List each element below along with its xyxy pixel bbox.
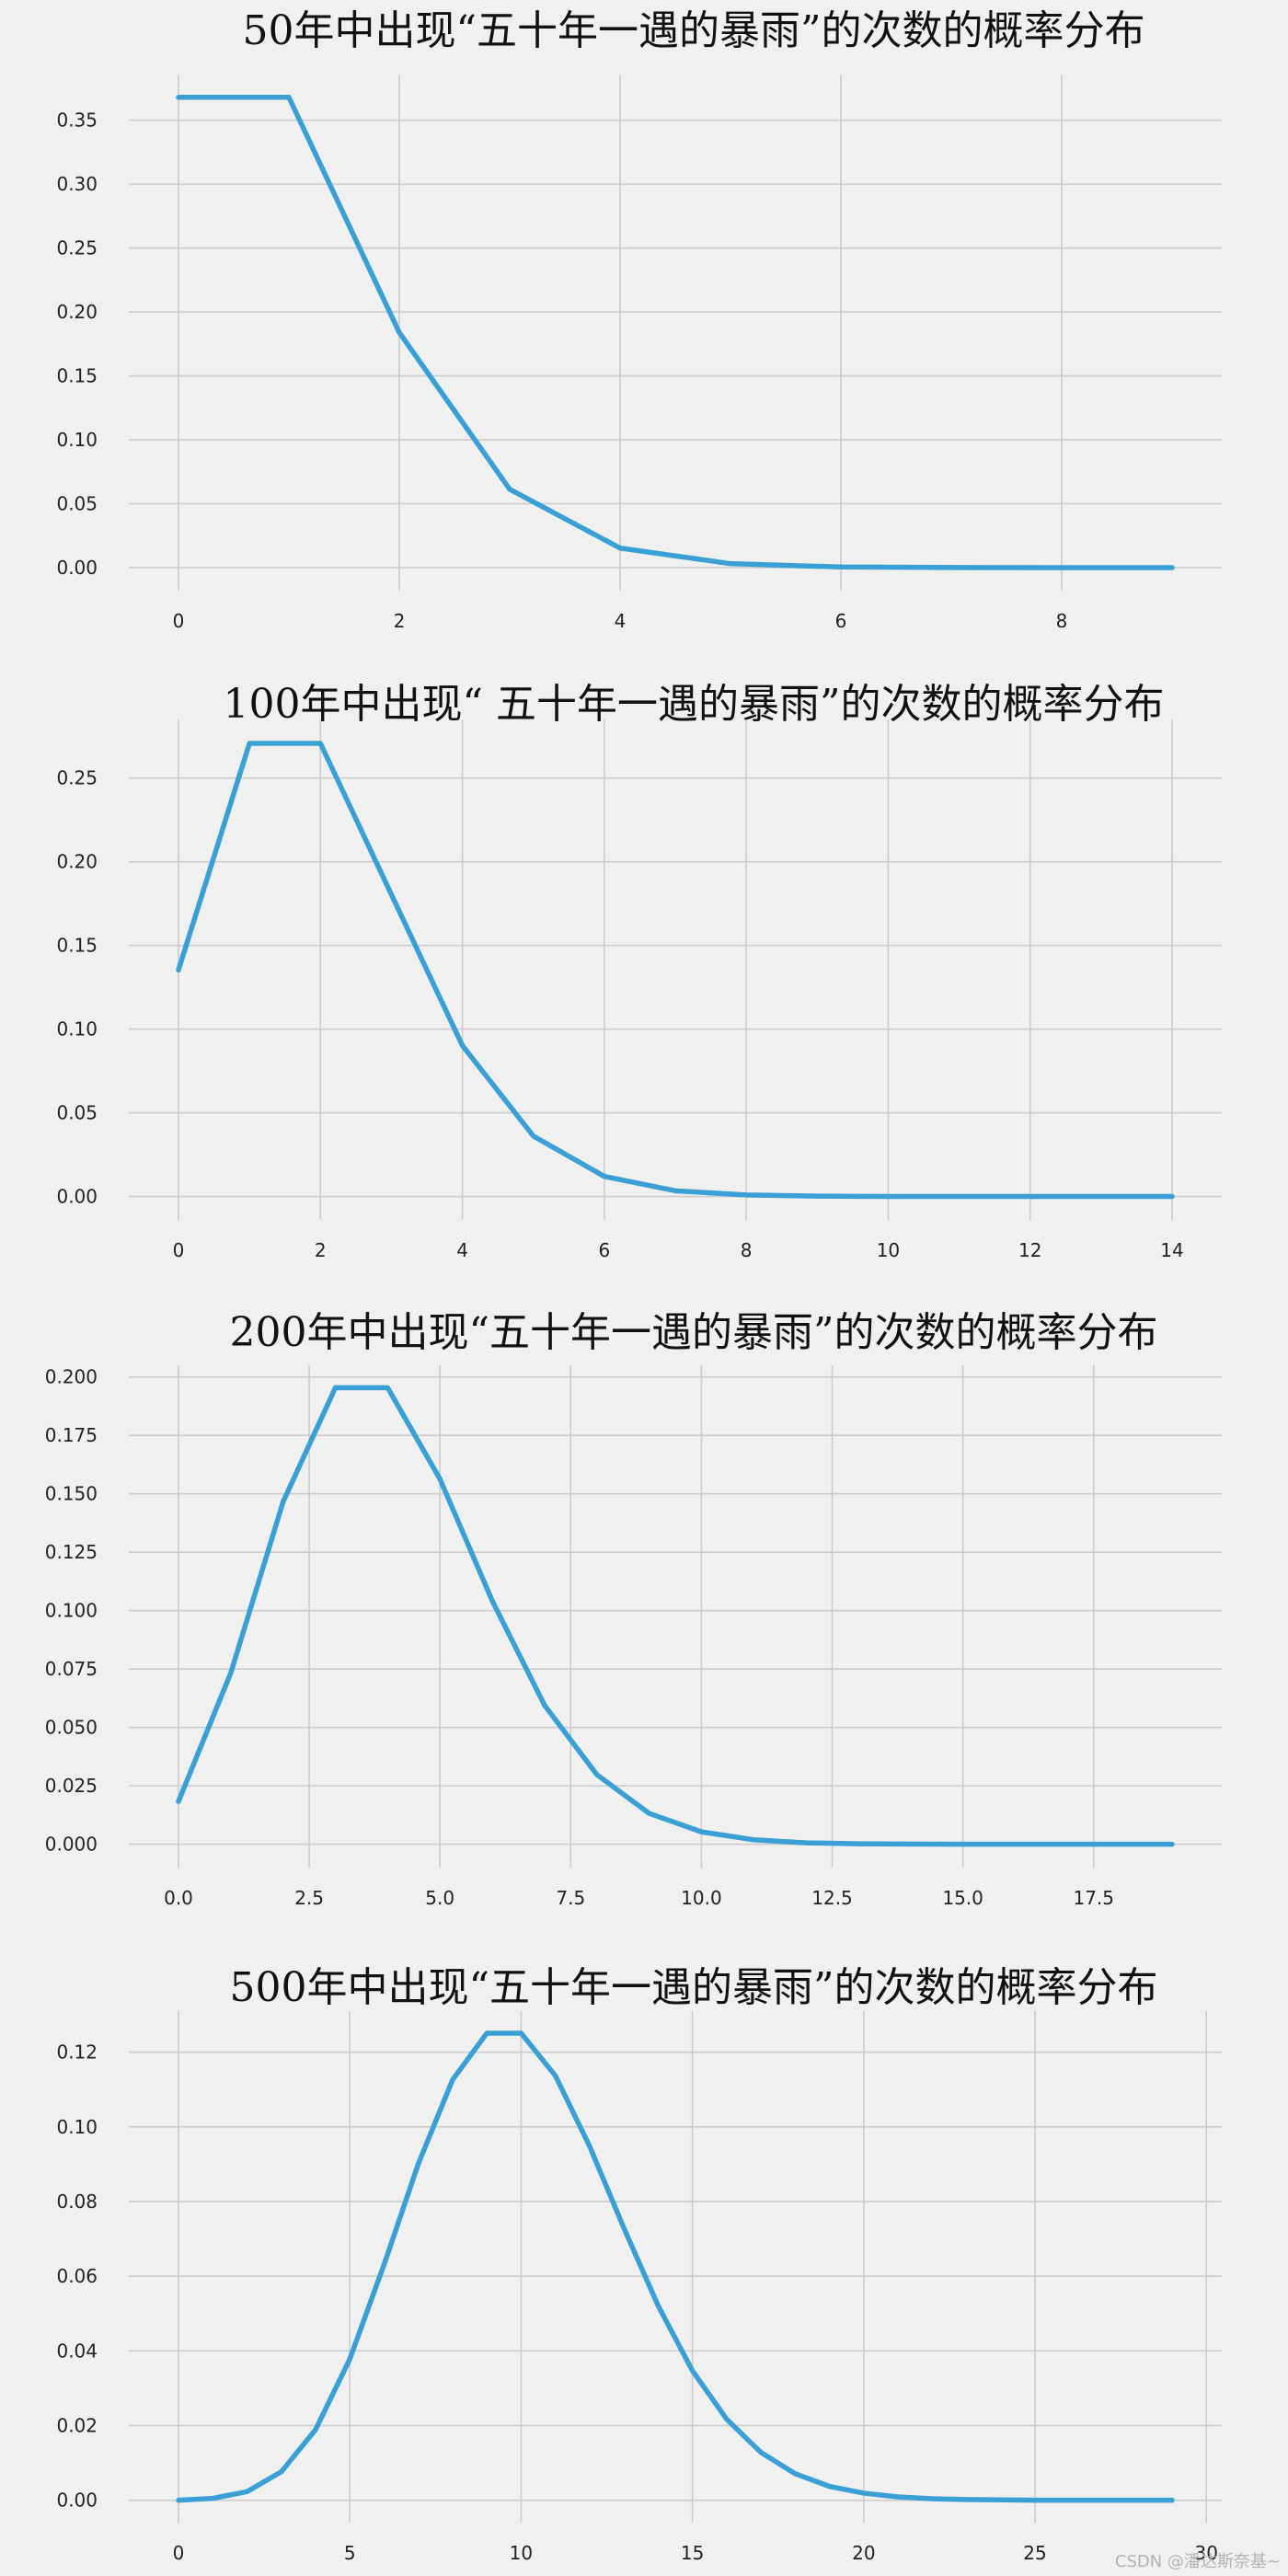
y-tick-label: 0.150	[45, 1483, 98, 1505]
y-tick-label: 0.05	[56, 493, 98, 515]
series-line	[176, 1385, 1175, 1847]
x-tick-label: 30	[1195, 2542, 1218, 2564]
chart-title: 200年中出现“五十年一遇的暴雨”的次数的概率分布	[230, 1309, 1158, 1356]
x-tick-label: 2	[394, 610, 406, 632]
y-tick-label: 0.000	[45, 1834, 98, 1856]
y-tick-label: 0.200	[45, 1366, 98, 1388]
y-tick-label: 0.04	[56, 2340, 98, 2362]
x-tick-label: 10	[877, 1239, 900, 1261]
x-tick-label: 5.0	[425, 1887, 454, 1909]
x-tick-label: 2.5	[294, 1887, 324, 1909]
y-tick-label: 0.20	[56, 851, 98, 873]
x-tick-label: 6	[835, 610, 847, 632]
x-tick-label: 10.0	[681, 1887, 722, 1909]
x-tick-label: 5	[344, 2542, 356, 2564]
chart-title: 100年中出现“ 五十年一遇的暴雨”的次数的概率分布	[224, 681, 1165, 728]
watermark: CSDN @潘达斯奈基~	[1114, 2552, 1281, 2571]
chart-2: 100年中出现“ 五十年一遇的暴雨”的次数的概率分布 0.00 0.05 0.10 0.…	[56, 681, 1222, 1261]
y-tick-label: 0.30	[56, 173, 98, 195]
y-tick-label: 0.06	[56, 2265, 98, 2287]
x-tick-label: 8	[1056, 610, 1068, 632]
x-tick-label: 17.5	[1073, 1887, 1114, 1909]
y-tick-label: 0.00	[56, 1186, 98, 1208]
x-tick-label: 7.5	[556, 1887, 585, 1909]
x-tick-label: 12.5	[811, 1887, 853, 1909]
x-tick-label: 15.0	[942, 1887, 983, 1909]
x-tick-label: 6	[598, 1239, 610, 1261]
x-tick-label: 0.0	[164, 1887, 193, 1909]
y-tick-label: 0.025	[45, 1775, 98, 1797]
chart-3: 200年中出现“五十年一遇的暴雨”的次数的概率分布 0.000 0.025 0.050…	[45, 1309, 1222, 1909]
chart-title: 50年中出现“五十年一遇的暴雨”的次数的概率分布	[243, 7, 1145, 54]
x-tick-label: 10	[510, 2542, 533, 2564]
x-tick-label: 0	[173, 610, 185, 632]
x-tick-label: 12	[1018, 1239, 1041, 1261]
chart-4: 500年中出现“五十年一遇的暴雨”的次数的概率分布 0.00 0.02 0.04 0.0…	[56, 1964, 1222, 2564]
y-tick-label: 0.15	[56, 935, 98, 957]
y-tick-label: 0.00	[56, 557, 98, 579]
y-tick-label: 0.100	[45, 1600, 98, 1622]
y-tick-label: 0.02	[56, 2414, 98, 2436]
y-tick-label: 0.20	[56, 301, 98, 323]
y-tick-label: 0.35	[56, 109, 98, 132]
y-tick-label: 0.075	[45, 1658, 98, 1680]
y-tick-label: 0.12	[56, 2041, 98, 2064]
y-tick-label: 0.175	[45, 1424, 98, 1446]
x-tick-label: 25	[1023, 2542, 1046, 2564]
x-tick-label: 0	[173, 2542, 185, 2564]
x-tick-label: 20	[852, 2542, 875, 2564]
chart-1: 50年中出现“五十年一遇的暴雨”的次数的概率分布 0.00 0.05 0.10 0.15…	[56, 7, 1222, 632]
y-tick-label: 0.125	[45, 1541, 98, 1563]
y-tick-label: 0.10	[56, 429, 98, 451]
x-tick-label: 0	[173, 1239, 185, 1261]
y-tick-label: 0.15	[56, 365, 98, 387]
y-tick-label: 0.050	[45, 1717, 98, 1739]
series-line	[176, 95, 1175, 570]
chart-title: 500年中出现“五十年一遇的暴雨”的次数的概率分布	[230, 1964, 1158, 2011]
x-tick-label: 15	[681, 2542, 704, 2564]
y-tick-label: 0.10	[56, 1018, 98, 1041]
y-tick-label: 0.25	[56, 237, 98, 259]
x-tick-label: 4	[615, 610, 627, 632]
y-tick-label: 0.10	[56, 2116, 98, 2138]
y-tick-label: 0.25	[56, 767, 98, 789]
x-tick-label: 8	[741, 1239, 753, 1261]
y-tick-label: 0.08	[56, 2191, 98, 2213]
y-tick-label: 0.05	[56, 1102, 98, 1124]
series-line	[176, 2030, 1175, 2503]
y-tick-label: 0.00	[56, 2490, 98, 2512]
x-tick-label: 14	[1160, 1239, 1183, 1261]
x-tick-label: 4	[456, 1239, 468, 1261]
x-tick-label: 2	[315, 1239, 327, 1261]
series-line	[176, 741, 1175, 1200]
